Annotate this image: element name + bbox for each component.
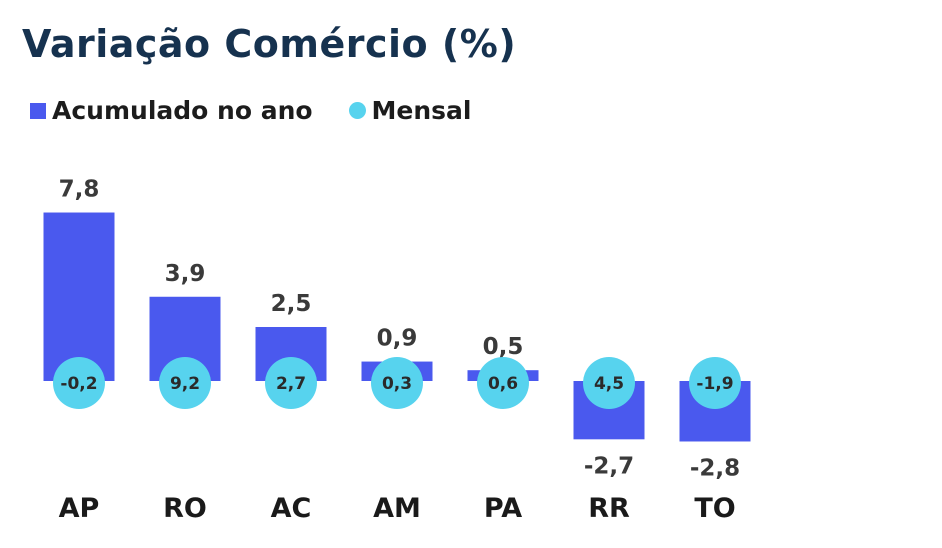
category-label-pa: PA	[484, 493, 522, 524]
bar-value-label-ap: 7,8	[59, 177, 100, 203]
monthly-circle-ro	[159, 357, 211, 409]
bar-value-label-ro: 3,9	[165, 261, 206, 287]
monthly-circle-am	[371, 357, 423, 409]
monthly-circle-ac	[265, 357, 317, 409]
monthly-circle-ap	[53, 357, 105, 409]
monthly-value-label-pa: 0,6	[488, 374, 518, 394]
legend: Acumulado no ano Mensal	[30, 96, 508, 125]
monthly-value-label-rr: 4,5	[594, 374, 624, 394]
chart-title: Variação Comércio (%)	[22, 22, 517, 66]
bar-value-label-pa: 0,5	[483, 334, 524, 360]
legend-swatch-circle	[348, 102, 366, 119]
legend-label-accumulated: Acumulado no ano	[52, 96, 313, 125]
monthly-circle-pa	[477, 357, 529, 409]
monthly-circle-rr	[583, 357, 635, 409]
monthly-value-label-ro: 9,2	[170, 374, 200, 394]
legend-item-accumulated: Acumulado no ano	[30, 96, 313, 125]
category-label-am: AM	[373, 493, 421, 524]
category-label-to: TO	[694, 493, 735, 524]
monthly-value-label-am: 0,3	[382, 374, 412, 394]
monthly-value-label-to: -1,9	[696, 374, 733, 394]
bar-value-label-ac: 2,5	[271, 291, 312, 317]
legend-label-monthly: Mensal	[371, 96, 472, 125]
monthly-circle-to	[689, 357, 741, 409]
bar-value-label-am: 0,9	[377, 326, 418, 352]
monthly-value-label-ap: -0,2	[60, 374, 97, 394]
legend-swatch-square	[30, 102, 46, 119]
category-label-ro: RO	[163, 493, 207, 524]
bar-value-label-rr: -2,7	[584, 453, 634, 479]
category-label-rr: RR	[588, 493, 630, 524]
category-label-ap: AP	[59, 493, 100, 524]
category-label-ac: AC	[271, 493, 312, 524]
bar-ap	[43, 212, 115, 381]
legend-item-monthly: Mensal	[348, 96, 472, 125]
bar-value-label-to: -2,8	[690, 455, 740, 481]
monthly-value-label-ac: 2,7	[276, 374, 306, 394]
